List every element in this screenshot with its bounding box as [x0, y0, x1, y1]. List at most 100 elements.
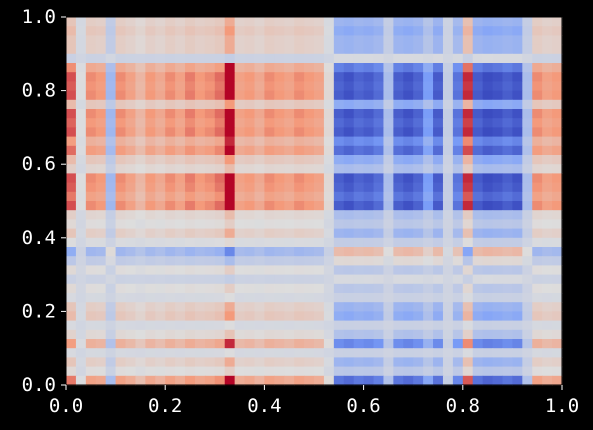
heatmap-cell [85, 72, 97, 82]
heatmap-cell [383, 26, 394, 36]
heatmap-cell [85, 155, 97, 165]
heatmap-cell [393, 136, 404, 147]
heatmap-cell [482, 44, 494, 55]
heatmap-cell [244, 118, 256, 128]
heatmap-cell [512, 302, 523, 312]
heatmap-cell [204, 329, 216, 340]
heatmap-cell [532, 311, 543, 322]
heatmap-cell [125, 155, 137, 165]
heatmap-cell [254, 44, 265, 55]
heatmap-cell [343, 357, 355, 368]
heatmap-cell [214, 145, 226, 156]
heatmap-cell [244, 136, 256, 147]
heatmap-cell [462, 26, 474, 36]
heatmap-cell [155, 348, 166, 358]
heatmap-cell [155, 63, 166, 73]
heatmap-cell [95, 311, 107, 322]
heatmap-cell [492, 247, 504, 257]
heatmap-cell [284, 274, 295, 285]
heatmap-cell [532, 201, 543, 211]
heatmap-cell [343, 191, 355, 202]
heatmap-cell [343, 320, 355, 331]
heatmap-cell [423, 265, 434, 276]
heatmap-cell [363, 35, 375, 46]
heatmap-cell [105, 26, 117, 36]
heatmap-cell [393, 63, 404, 73]
heatmap-cell [403, 63, 414, 73]
heatmap-cell [155, 265, 166, 276]
heatmap-cell [552, 53, 563, 64]
heatmap-cell [353, 348, 365, 358]
heatmap-cell [323, 155, 335, 165]
heatmap-cell [323, 357, 335, 368]
heatmap-cell [333, 237, 345, 248]
heatmap-cell [66, 219, 77, 230]
heatmap-cell [284, 219, 295, 230]
heatmap-cell [433, 210, 444, 220]
heatmap-cell [264, 329, 275, 340]
heatmap-cell [264, 26, 275, 36]
heatmap-cell [194, 35, 206, 46]
heatmap-cell [532, 127, 543, 138]
heatmap-cell [472, 44, 484, 55]
heatmap-cell [165, 72, 176, 82]
heatmap-cell [95, 44, 107, 55]
heatmap-cell [254, 366, 265, 377]
heatmap-cell [165, 247, 176, 257]
heatmap-cell [204, 311, 216, 322]
heatmap-cell [333, 366, 345, 377]
heatmap-cell [95, 210, 107, 220]
heatmap-cell [155, 311, 166, 322]
heatmap-cell [66, 302, 77, 312]
heatmap-cell [472, 293, 484, 303]
heatmap-cell [234, 274, 246, 285]
heatmap-cell [413, 173, 424, 184]
heatmap-cell [433, 44, 444, 55]
heatmap-cell [462, 256, 474, 266]
heatmap-cell [85, 311, 97, 322]
heatmap-cell [353, 237, 365, 248]
heatmap-cell [353, 109, 365, 119]
heatmap-cell [442, 375, 454, 386]
heatmap-cell [264, 237, 275, 248]
heatmap-cell [165, 339, 176, 349]
heatmap-cell [175, 81, 186, 92]
heatmap-cell [135, 72, 146, 82]
heatmap-cell [135, 136, 146, 147]
heatmap-cell [264, 265, 275, 276]
heatmap-cell [204, 210, 216, 220]
heatmap-cell [115, 210, 127, 220]
heatmap-cell [552, 81, 563, 92]
heatmap-cell [373, 136, 385, 147]
heatmap-cell [115, 191, 127, 202]
heatmap-cell [383, 109, 394, 119]
heatmap-cell [304, 191, 315, 202]
heatmap-cell [452, 348, 464, 358]
heatmap-cell [452, 375, 464, 386]
heatmap-cell [254, 127, 265, 138]
heatmap-cell [482, 210, 494, 220]
heatmap-cell [274, 127, 285, 138]
heatmap-cell [353, 145, 365, 156]
heatmap-cell [383, 311, 394, 322]
heatmap-cell [413, 136, 424, 147]
heatmap-cell [105, 53, 117, 64]
heatmap-cell [333, 311, 345, 322]
heatmap-cell [333, 375, 345, 386]
heatmap-cell [343, 81, 355, 92]
heatmap-cell [254, 274, 265, 285]
heatmap-cell [175, 118, 186, 128]
heatmap-cell [522, 339, 533, 349]
heatmap-cell [75, 109, 87, 119]
heatmap-cell [542, 339, 553, 349]
heatmap-cell [105, 210, 117, 220]
heatmap-cell [452, 339, 464, 349]
heatmap-cell [353, 302, 365, 312]
heatmap-cell [244, 164, 256, 174]
heatmap-cell [542, 81, 553, 92]
heatmap-cell [95, 283, 107, 294]
heatmap-cell [304, 265, 315, 276]
heatmap-cell [274, 17, 285, 27]
heatmap-cell [155, 375, 166, 386]
heatmap-cell [323, 90, 335, 101]
